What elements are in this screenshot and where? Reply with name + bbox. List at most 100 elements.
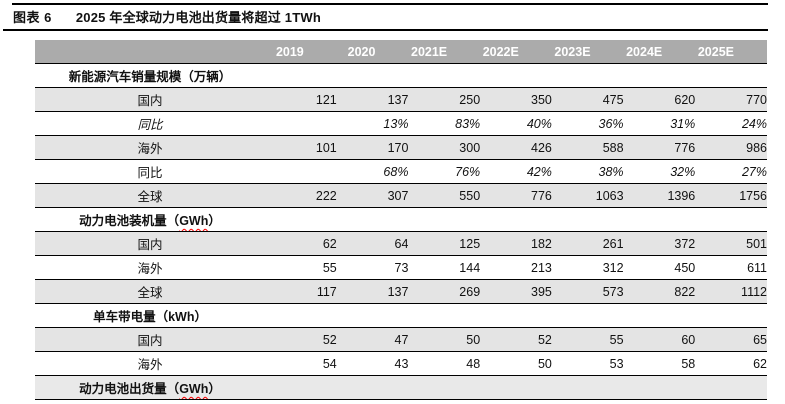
- cell: 60: [623, 327, 696, 352]
- row-label: 国内: [35, 87, 266, 112]
- cell: 62: [265, 231, 337, 256]
- section-row-battery-install: 动力电池装机量（GWh）: [35, 207, 767, 232]
- row-install-domestic: 国内 62 64 125 182 261 372 501: [35, 231, 767, 256]
- cell: 312: [551, 255, 624, 280]
- cell: 770: [695, 87, 767, 112]
- empty-cells: [265, 63, 767, 88]
- section-label: 新能源汽车销量规模（万辆）: [35, 63, 266, 88]
- empty-cells: [265, 303, 767, 328]
- cell: 73: [336, 255, 409, 280]
- cell: 250: [408, 87, 481, 112]
- cell: 1756: [695, 183, 767, 208]
- cell: 31%: [623, 111, 696, 136]
- cell: 117: [265, 279, 337, 304]
- section-label-suffix: ）: [208, 382, 221, 396]
- row-nev-overseas: 海外 101 170 300 426 588 776 986: [35, 135, 767, 160]
- cell: 50: [480, 351, 552, 376]
- cell: 64: [336, 231, 409, 256]
- cell: 269: [408, 279, 481, 304]
- cell: 47: [336, 327, 409, 352]
- cell: [265, 159, 337, 184]
- cell: 52: [480, 327, 552, 352]
- year-header: 2021E: [408, 40, 481, 64]
- cell: 55: [551, 327, 624, 352]
- cell: 76%: [408, 159, 481, 184]
- figure-top-rule: [12, 3, 768, 5]
- year-header: 2020: [336, 40, 409, 64]
- figure-titlebar: 图表 6 2025 年全球动力电池出货量将超过 1TWh: [13, 7, 321, 26]
- cell: 27%: [695, 159, 767, 184]
- cell: 588: [551, 135, 624, 160]
- cell: 986: [695, 135, 767, 160]
- cell: 40%: [480, 111, 552, 136]
- cell: 36%: [551, 111, 624, 136]
- empty-cells: [265, 207, 767, 232]
- cell: [265, 111, 337, 136]
- cell: 213: [480, 255, 552, 280]
- cell: 13%: [336, 111, 409, 136]
- cell: 1396: [623, 183, 696, 208]
- cell: 68%: [336, 159, 409, 184]
- cell: 307: [336, 183, 409, 208]
- cell: 58: [623, 351, 696, 376]
- section-label-prefix: 动力电池装机量（: [79, 214, 180, 228]
- section-label: 动力电池出货量（GWh）: [35, 375, 266, 400]
- table-header-row: 2019 2020 2021E 2022E 2023E 2024E 2025E: [35, 40, 767, 64]
- battery-shipment-table: 2019 2020 2021E 2022E 2023E 2024E 2025E …: [35, 40, 767, 400]
- header-label-cell: [35, 40, 266, 64]
- row-install-global: 全球 117 137 269 395 573 822 1112: [35, 279, 767, 304]
- section-row-nev-sales: 新能源汽车销量规模（万辆）: [35, 63, 767, 88]
- empty-cells: [265, 375, 767, 400]
- cell: 101: [265, 135, 337, 160]
- spellcheck-underlined-unit: GWh: [179, 214, 209, 228]
- cell: 170: [336, 135, 409, 160]
- cell: 222: [265, 183, 337, 208]
- row-nev-domestic-yoy: 同比 13% 83% 40% 36% 31% 24%: [35, 111, 767, 136]
- cell: 137: [336, 279, 409, 304]
- cell: 43: [336, 351, 409, 376]
- section-row-battery-shipments: 动力电池出货量（GWh）: [35, 375, 767, 400]
- cell: 137: [336, 87, 409, 112]
- cell: 426: [480, 135, 552, 160]
- spellcheck-underlined-unit: GWh: [179, 382, 209, 396]
- year-header: 2023E: [551, 40, 624, 64]
- cell: 261: [551, 231, 624, 256]
- year-header: 2024E: [623, 40, 696, 64]
- year-header: 2019: [265, 40, 337, 64]
- section-label: 单车带电量（kWh）: [35, 303, 266, 328]
- section-label: 动力电池装机量（GWh）: [35, 207, 266, 232]
- cell: 776: [623, 135, 696, 160]
- row-label: 全球: [35, 279, 266, 304]
- row-capacity-overseas: 海外 54 43 48 50 53 58 62: [35, 351, 767, 376]
- cell: 62: [695, 351, 767, 376]
- cell: 32%: [623, 159, 696, 184]
- cell: 125: [408, 231, 481, 256]
- cell: 501: [695, 231, 767, 256]
- cell: 54: [265, 351, 337, 376]
- cell: 52: [265, 327, 337, 352]
- cell: 611: [695, 255, 767, 280]
- cell: 620: [623, 87, 696, 112]
- cell: 48: [408, 351, 481, 376]
- row-label: 海外: [35, 135, 266, 160]
- cell: 50: [408, 327, 481, 352]
- cell: 144: [408, 255, 481, 280]
- cell: 300: [408, 135, 481, 160]
- figure-tag: 图表 6: [13, 10, 52, 25]
- section-label-prefix: 动力电池出货量（: [79, 382, 180, 396]
- cell: 573: [551, 279, 624, 304]
- row-capacity-domestic: 国内 52 47 50 52 55 60 65: [35, 327, 767, 352]
- cell: 1063: [551, 183, 624, 208]
- cell: 182: [480, 231, 552, 256]
- cell: 55: [265, 255, 337, 280]
- section-row-per-vehicle-capacity: 单车带电量（kWh）: [35, 303, 767, 328]
- cell: 372: [623, 231, 696, 256]
- cell: 450: [623, 255, 696, 280]
- row-label: 海外: [35, 255, 266, 280]
- row-label: 国内: [35, 327, 266, 352]
- cell: 395: [480, 279, 552, 304]
- row-label: 全球: [35, 183, 266, 208]
- cell: 24%: [695, 111, 767, 136]
- cell: 65: [695, 327, 767, 352]
